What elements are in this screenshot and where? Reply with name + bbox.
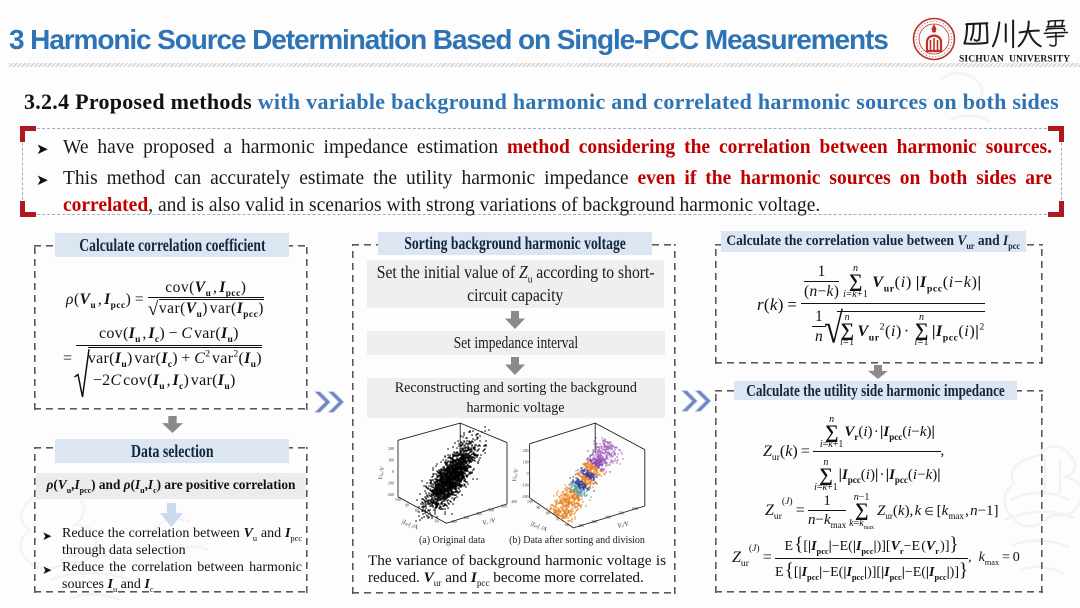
svg-text:300: 300 [464, 516, 470, 520]
svg-text:-100: -100 [387, 482, 394, 486]
svg-text:0: 0 [527, 472, 529, 476]
svg-text:200: 200 [578, 524, 584, 528]
svg-text:60: 60 [435, 520, 439, 524]
svg-text:500: 500 [619, 511, 625, 515]
svg-text:200: 200 [451, 520, 457, 524]
svg-text:Vᵣ /V: Vᵣ /V [482, 517, 497, 527]
svg-text:100: 100 [395, 498, 401, 502]
svg-text:80: 80 [546, 512, 550, 516]
svg-text:70: 70 [556, 517, 560, 521]
svg-text:500: 500 [489, 508, 495, 512]
svg-text:200: 200 [388, 447, 394, 451]
svg-text:SICHUAN UNIVERSITY: SICHUAN UNIVERSITY [959, 54, 1070, 65]
svg-text:400: 400 [511, 500, 517, 504]
svg-text:0: 0 [392, 470, 394, 474]
svg-text:|Iₚₗ| /A: |Iₚₗ| /A [529, 520, 547, 533]
svg-text:400: 400 [476, 512, 482, 516]
svg-text:100: 100 [523, 461, 529, 465]
svg-text:-200: -200 [387, 493, 394, 497]
svg-text:90: 90 [537, 506, 541, 510]
svg-text:600: 600 [632, 507, 638, 511]
svg-text:200: 200 [523, 449, 529, 453]
svg-text:100: 100 [527, 500, 533, 504]
svg-text:Vₖᵣ/V: Vₖᵣ/V [512, 467, 520, 482]
svg-text:60: 60 [565, 523, 569, 527]
svg-text:600: 600 [501, 504, 507, 508]
svg-text:90: 90 [405, 503, 409, 507]
svg-text:400: 400 [605, 516, 611, 520]
svg-text:300: 300 [592, 520, 598, 524]
svg-text:80: 80 [415, 509, 419, 513]
svg-text:Vᵣ/V: Vᵣ/V [617, 520, 631, 530]
svg-text:100: 100 [388, 459, 394, 463]
svg-text:-100: -100 [522, 484, 529, 488]
svg-text:-200: -200 [522, 495, 529, 499]
svg-text:Vₖᵣ/V: Vₖᵣ/V [378, 465, 386, 480]
